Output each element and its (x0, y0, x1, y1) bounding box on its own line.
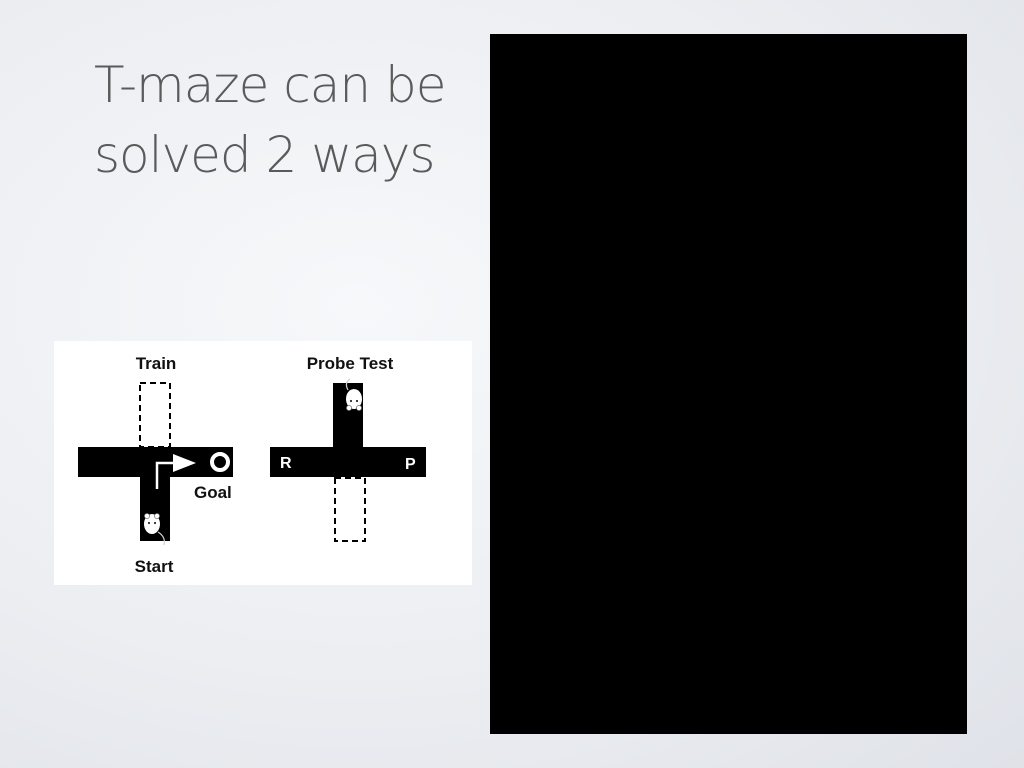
train-heading: Train (136, 354, 177, 373)
mouse-icon-probe (345, 378, 362, 411)
probe-horizontal-arm (270, 447, 426, 477)
turn-arrow-shaft (155, 461, 174, 489)
probe-arm-label-right: P (405, 456, 416, 473)
mouse-icon-start (144, 513, 165, 546)
slide-title: T-maze can be solved 2 ways (94, 50, 464, 190)
probe-heading: Probe Test (307, 354, 394, 373)
turn-arrow-head (173, 454, 196, 472)
slide-title-line-1: T-maze can be (94, 56, 446, 114)
start-label: Start (135, 557, 174, 576)
slide-title-line-2: solved 2 ways (94, 126, 435, 184)
probe-blocked-arm (334, 477, 366, 542)
probe-maze: Probe Test R P (270, 354, 426, 542)
black-media-panel (490, 34, 967, 734)
goal-marker-icon (210, 452, 230, 472)
t-maze-diagram: Train Goal Start Probe Test (78, 354, 426, 576)
t-maze-figure: Train Goal Start Probe Test (54, 341, 472, 585)
train-blocked-arm (139, 382, 171, 448)
train-horizontal-arm (78, 447, 233, 477)
train-maze: Train Goal Start (78, 354, 233, 576)
goal-label: Goal (194, 483, 232, 502)
probe-arm-label-left: R (280, 455, 292, 472)
